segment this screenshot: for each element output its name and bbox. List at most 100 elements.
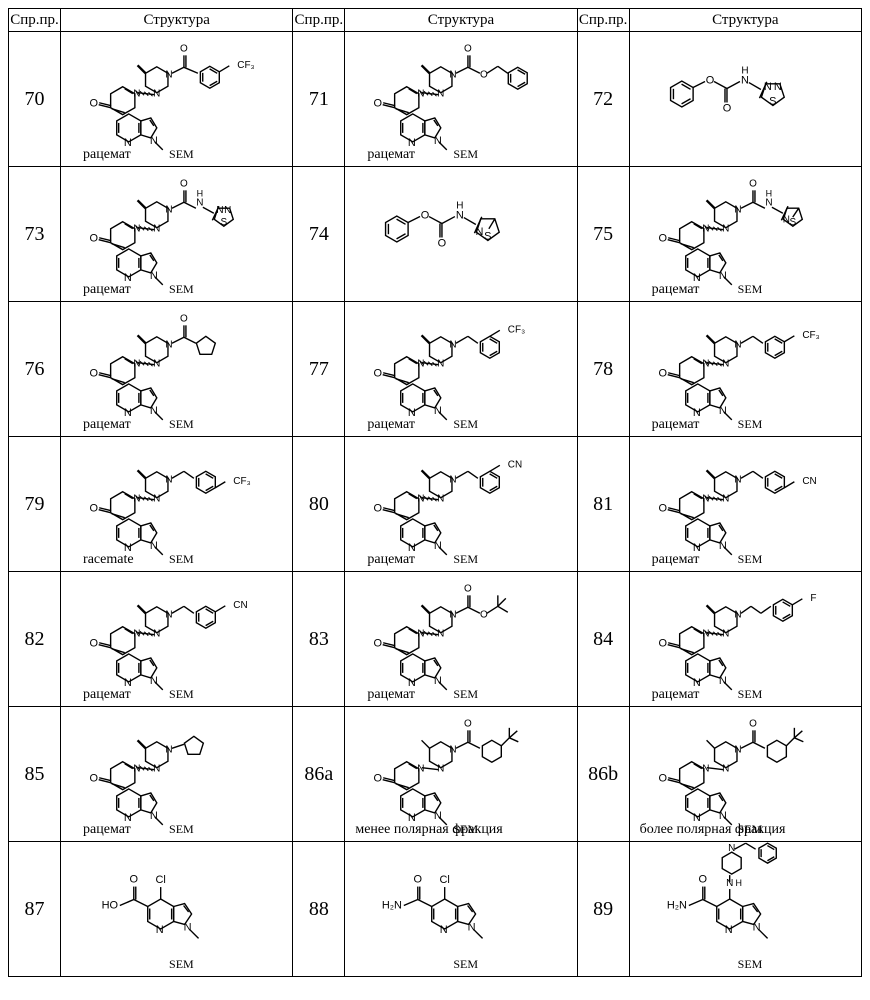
header-id-1: Спр.пр.: [9, 9, 61, 32]
svg-text:N: N: [728, 843, 735, 854]
svg-text:Cl: Cl: [156, 874, 166, 886]
structure-cell: NNONNNOболее полярная фракцияSEM: [629, 707, 861, 842]
compound-id: 79: [9, 437, 61, 572]
compound-id: 82: [9, 572, 61, 707]
structure-cell: NNONNNONHSNNрацематSEM: [61, 167, 293, 302]
table-row: 87NNClOHOSEM88NNClOH₂NSEM89NNNHNOH₂NSEM: [9, 842, 862, 977]
svg-text:N: N: [734, 339, 741, 350]
svg-text:O: O: [658, 638, 667, 650]
structure-cell: NNONNNCF₃рацематSEM: [345, 302, 577, 437]
structure-cell: OONHSNN: [629, 32, 861, 167]
svg-text:O: O: [374, 773, 383, 785]
svg-text:N: N: [719, 270, 727, 282]
structure-diagram: NNONNNOOрацематSEM: [345, 32, 576, 166]
structure-cell: NNONNNCNрацематSEM: [629, 437, 861, 572]
caption: рацемат: [83, 687, 131, 703]
svg-text:N: N: [184, 921, 192, 933]
svg-text:O: O: [374, 503, 383, 515]
svg-text:O: O: [464, 718, 472, 729]
svg-text:N: N: [434, 135, 442, 147]
svg-text:N: N: [165, 204, 172, 215]
svg-text:O: O: [438, 237, 447, 249]
svg-text:N: N: [165, 474, 172, 485]
svg-text:N: N: [450, 744, 457, 755]
svg-text:HO: HO: [102, 900, 118, 912]
structure-diagram: NNONNNCF₃рацематSEM: [345, 302, 576, 436]
svg-text:H₂N: H₂N: [382, 900, 402, 912]
compound-id: 70: [9, 32, 61, 167]
svg-text:O: O: [480, 609, 488, 620]
table-row: 82NNONNNCNрацематSEM83NNONNNOOрацематSEM…: [9, 572, 862, 707]
svg-text:N: N: [719, 675, 727, 687]
sem-label: SEM: [738, 417, 763, 432]
svg-text:O: O: [89, 233, 98, 245]
svg-text:N: N: [734, 609, 741, 620]
svg-text:N: N: [434, 540, 442, 552]
svg-text:N: N: [165, 339, 172, 350]
table-row: 85NNONNNрацематSEM86aNNONNNOменее полярн…: [9, 707, 862, 842]
structure-cell: NNONNNрацематSEM: [61, 707, 293, 842]
svg-text:N: N: [734, 474, 741, 485]
svg-text:O: O: [414, 874, 423, 886]
svg-text:N: N: [434, 405, 442, 417]
svg-text:N: N: [734, 204, 741, 215]
svg-text:O: O: [658, 368, 667, 380]
svg-text:O: O: [749, 178, 757, 189]
svg-text:N: N: [196, 197, 203, 208]
structure-diagram: NNNHNOH₂NSEM: [630, 842, 861, 976]
caption: более полярная фракция: [640, 822, 786, 838]
table-row: 70NNONNNOCF₃рацематSEM71NNONNNOOрацематS…: [9, 32, 862, 167]
svg-text:CF₃: CF₃: [802, 330, 819, 341]
svg-text:S: S: [485, 230, 492, 242]
caption: рацемат: [652, 687, 700, 703]
sem-label: SEM: [169, 822, 194, 837]
caption: рацемат: [83, 147, 131, 163]
header-id-3: Спр.пр.: [577, 9, 629, 32]
table-row: 73NNONNNONHSNNрацематSEM74OONHSN75NNONNN…: [9, 167, 862, 302]
structure-diagram: NNONNNCNрацематSEM: [61, 572, 292, 706]
svg-text:O: O: [749, 718, 757, 729]
table-row: 79NNONNNCF₃racemateSEM80NNONNNCNрацематS…: [9, 437, 862, 572]
structure-cell: NNONNNFрацематSEM: [629, 572, 861, 707]
svg-text:O: O: [89, 638, 98, 650]
svg-text:N: N: [702, 764, 709, 775]
sem-label: SEM: [169, 687, 194, 702]
sem-label: SEM: [169, 282, 194, 297]
structure-diagram: NNONNNOменее полярная фракцияSEM: [345, 707, 576, 841]
compound-table: Спр.пр. Структура Спр.пр. Структура Спр.…: [8, 8, 862, 977]
svg-text:N: N: [150, 810, 158, 822]
header-struct-3: Структура: [629, 9, 861, 32]
svg-text:O: O: [698, 874, 707, 886]
structure-diagram: NNONNNOболее полярная фракцияSEM: [630, 707, 861, 841]
compound-id: 84: [577, 572, 629, 707]
structure-cell: NNONNNONHSNрацематSEM: [629, 167, 861, 302]
svg-text:N: N: [434, 810, 442, 822]
sem-label: SEM: [738, 282, 763, 297]
svg-text:CN: CN: [233, 600, 247, 611]
header-struct-1: Структура: [61, 9, 293, 32]
compound-id: 72: [577, 32, 629, 167]
svg-text:O: O: [658, 503, 667, 515]
svg-text:N: N: [450, 69, 457, 80]
structure-diagram: NNONNNOCF₃рацематSEM: [61, 32, 292, 166]
svg-text:N: N: [150, 270, 158, 282]
svg-text:N: N: [724, 924, 732, 936]
compound-id: 81: [577, 437, 629, 572]
svg-text:O: O: [722, 102, 731, 114]
svg-text:O: O: [480, 69, 488, 80]
svg-text:N: N: [418, 764, 425, 775]
svg-text:N: N: [774, 81, 782, 93]
svg-text:O: O: [130, 874, 139, 886]
header-id-2: Спр.пр.: [293, 9, 345, 32]
structure-cell: NNONNNOCF₃рацематSEM: [61, 32, 293, 167]
svg-text:N: N: [150, 135, 158, 147]
sem-label: SEM: [738, 552, 763, 567]
caption: рацемат: [367, 687, 415, 703]
sem-label: SEM: [738, 957, 763, 972]
table-row: 76NNONNNOрацематSEM77NNONNNCF₃рацематSEM…: [9, 302, 862, 437]
svg-text:O: O: [180, 178, 188, 189]
structure-diagram: NNONNNCF₃racemateSEM: [61, 437, 292, 571]
compound-id: 88: [293, 842, 345, 977]
compound-id: 74: [293, 167, 345, 302]
svg-text:O: O: [374, 98, 383, 110]
